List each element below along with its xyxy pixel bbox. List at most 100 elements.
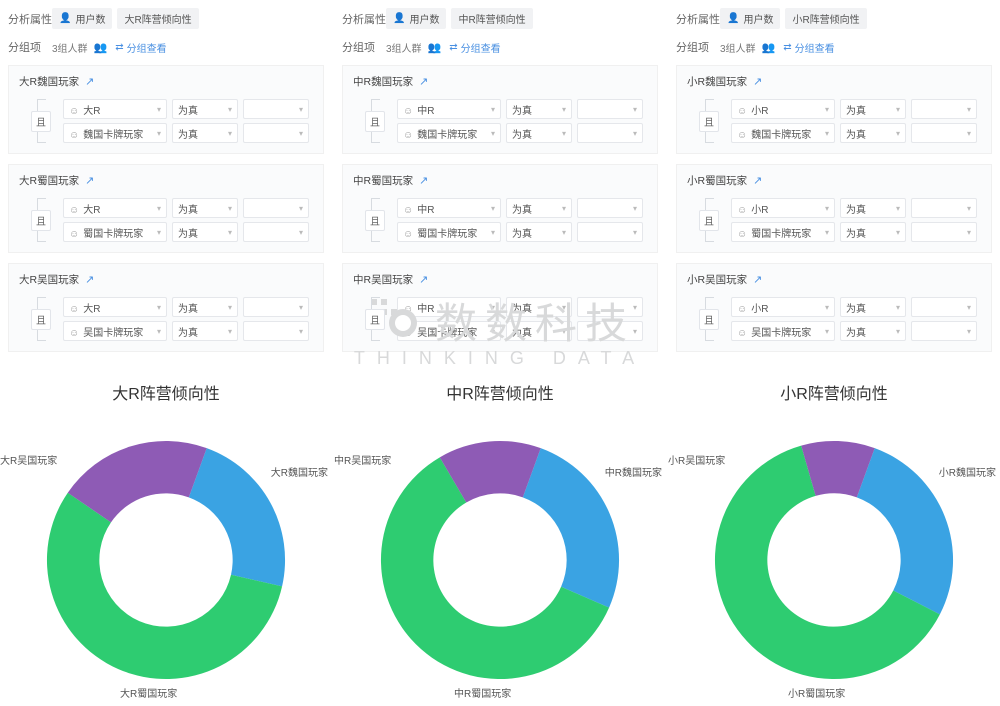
segment-label: 中R蜀国玩家 xyxy=(454,685,511,700)
external-link-icon[interactable]: ↗ xyxy=(85,273,94,286)
value-select[interactable]: ▾ xyxy=(911,198,977,218)
property-select[interactable]: ☺小R▾ xyxy=(731,297,835,317)
label-split: 分组项 xyxy=(342,39,386,55)
segment-label: 小R吴国玩家 xyxy=(668,452,725,467)
group-title: 中R蜀国玩家 xyxy=(353,173,413,188)
group-block: 中R魏国玩家↗且☺中R▾为真▾▾☺魏国卡牌玩家▾为真▾▾ xyxy=(342,65,658,154)
tag-attr[interactable]: 中R阵营倾向性 xyxy=(451,8,532,29)
operator-select[interactable]: 为真▾ xyxy=(172,123,238,143)
value-select[interactable]: ▾ xyxy=(911,297,977,317)
tag-user-count[interactable]: 👤用户数 xyxy=(52,8,112,29)
condition-row: ☺魏国卡牌玩家▾为真▾▾ xyxy=(397,123,651,143)
segment-label: 大R蜀国玩家 xyxy=(120,685,177,700)
value-select[interactable]: ▾ xyxy=(911,222,977,242)
and-operator[interactable]: 且 xyxy=(699,309,719,330)
property-select[interactable]: ☺蜀国卡牌玩家▾ xyxy=(63,222,167,242)
and-operator[interactable]: 且 xyxy=(365,210,385,231)
tag-attr[interactable]: 小R阵营倾向性 xyxy=(785,8,866,29)
chart-column: 小R阵营倾向性小R魏国玩家小R蜀国玩家小R吴国玩家 xyxy=(676,376,992,684)
value-select[interactable]: ▾ xyxy=(243,297,309,317)
group-title: 小R吴国玩家 xyxy=(687,272,747,287)
operator-select[interactable]: 为真▾ xyxy=(172,99,238,119)
condition-row: ☺魏国卡牌玩家▾为真▾▾ xyxy=(731,123,985,143)
operator-select[interactable]: 为真▾ xyxy=(172,321,238,341)
external-link-icon[interactable]: ↗ xyxy=(753,75,762,88)
and-operator[interactable]: 且 xyxy=(31,309,51,330)
value-select[interactable]: ▾ xyxy=(577,297,643,317)
condition-row: ☺小R▾为真▾▾ xyxy=(731,198,985,218)
tag-user-count[interactable]: 👤用户数 xyxy=(720,8,780,29)
and-operator[interactable]: 且 xyxy=(699,210,719,231)
operator-select[interactable]: 为真▾ xyxy=(840,123,906,143)
property-select[interactable]: ☺中R▾ xyxy=(397,99,501,119)
property-select[interactable]: ☺大R▾ xyxy=(63,99,167,119)
operator-select[interactable]: 为真▾ xyxy=(506,321,572,341)
property-select[interactable]: ☺大R▾ xyxy=(63,297,167,317)
property-select[interactable]: ☺小R▾ xyxy=(731,198,835,218)
property-select[interactable]: ☺魏国卡牌玩家▾ xyxy=(397,123,501,143)
view-groups-link[interactable]: ⇄分组查看 xyxy=(115,40,166,55)
operator-select[interactable]: 为真▾ xyxy=(506,297,572,317)
value-select[interactable]: ▾ xyxy=(243,123,309,143)
and-operator[interactable]: 且 xyxy=(365,309,385,330)
property-select[interactable]: ☺小R▾ xyxy=(731,99,835,119)
value-select[interactable]: ▾ xyxy=(577,198,643,218)
value-select[interactable]: ▾ xyxy=(911,99,977,119)
chevron-down-icon: ▾ xyxy=(562,303,566,312)
tag-user-count[interactable]: 👤用户数 xyxy=(386,8,446,29)
property-select[interactable]: ☺吴国卡牌玩家▾ xyxy=(397,321,501,341)
operator-select[interactable]: 为真▾ xyxy=(840,297,906,317)
condition-row: ☺小R▾为真▾ ▾ xyxy=(731,297,985,317)
operator-select[interactable]: 为真▾ xyxy=(506,222,572,242)
operator-select[interactable]: 为真▾ xyxy=(840,222,906,242)
view-groups-link[interactable]: ⇄分组查看 xyxy=(449,40,500,55)
value-select[interactable]: ▾ xyxy=(577,123,643,143)
operator-select[interactable]: 为真▾ xyxy=(840,198,906,218)
tag-attr[interactable]: 大R阵营倾向性 xyxy=(117,8,198,29)
property-select[interactable]: ☺魏国卡牌玩家▾ xyxy=(63,123,167,143)
group-title: 中R吴国玩家 xyxy=(353,272,413,287)
operator-select[interactable]: 为真▾ xyxy=(506,99,572,119)
value-select[interactable]: ▾ xyxy=(911,321,977,341)
property-select[interactable]: ☺蜀国卡牌玩家▾ xyxy=(397,222,501,242)
value-select[interactable]: ▾ xyxy=(577,222,643,242)
external-link-icon[interactable]: ↗ xyxy=(85,174,94,187)
view-groups-link[interactable]: ⇄分组查看 xyxy=(783,40,834,55)
value-select[interactable]: ▾ xyxy=(243,321,309,341)
property-select[interactable]: ☺中R▾ xyxy=(397,198,501,218)
external-link-icon[interactable]: ↗ xyxy=(753,273,762,286)
operator-select[interactable]: 为真▾ xyxy=(840,321,906,341)
operator-select[interactable]: 为真▾ xyxy=(172,222,238,242)
property-select[interactable]: ☺吴国卡牌玩家▾ xyxy=(63,321,167,341)
and-operator[interactable]: 且 xyxy=(699,111,719,132)
group-block: 大R魏国玩家↗且☺大R▾为真▾▾☺魏国卡牌玩家▾为真▾▾ xyxy=(8,65,324,154)
value-select[interactable]: ▾ xyxy=(577,99,643,119)
external-link-icon[interactable]: ↗ xyxy=(85,75,94,88)
external-link-icon[interactable]: ↗ xyxy=(419,273,428,286)
value-select[interactable]: ▾ xyxy=(577,321,643,341)
property-select[interactable]: ☺蜀国卡牌玩家▾ xyxy=(731,222,835,242)
chevron-down-icon: ▾ xyxy=(967,303,971,312)
users-icon: 👥 xyxy=(94,41,108,54)
external-link-icon[interactable]: ↗ xyxy=(419,174,428,187)
value-select[interactable]: ▾ xyxy=(243,99,309,119)
value-select[interactable]: ▾ xyxy=(243,222,309,242)
and-operator[interactable]: 且 xyxy=(365,111,385,132)
operator-select[interactable]: 为真▾ xyxy=(172,297,238,317)
value-select[interactable]: ▾ xyxy=(243,198,309,218)
and-operator[interactable]: 且 xyxy=(31,111,51,132)
operator-select[interactable]: 为真▾ xyxy=(506,198,572,218)
operator-select[interactable]: 为真▾ xyxy=(840,99,906,119)
property-select[interactable]: ☺魏国卡牌玩家▾ xyxy=(731,123,835,143)
and-operator[interactable]: 且 xyxy=(31,210,51,231)
external-link-icon[interactable]: ↗ xyxy=(419,75,428,88)
group-block: 小R蜀国玩家↗且☺小R▾为真▾▾☺蜀国卡牌玩家▾为真▾▾ xyxy=(676,164,992,253)
property-select[interactable]: ☺吴国卡牌玩家▾ xyxy=(731,321,835,341)
property-select[interactable]: ☺大R▾ xyxy=(63,198,167,218)
chevron-down-icon: ▾ xyxy=(299,129,303,138)
external-link-icon[interactable]: ↗ xyxy=(753,174,762,187)
value-select[interactable]: ▾ xyxy=(911,123,977,143)
property-select[interactable]: ☺中R▾ xyxy=(397,297,501,317)
operator-select[interactable]: 为真▾ xyxy=(172,198,238,218)
operator-select[interactable]: 为真▾ xyxy=(506,123,572,143)
